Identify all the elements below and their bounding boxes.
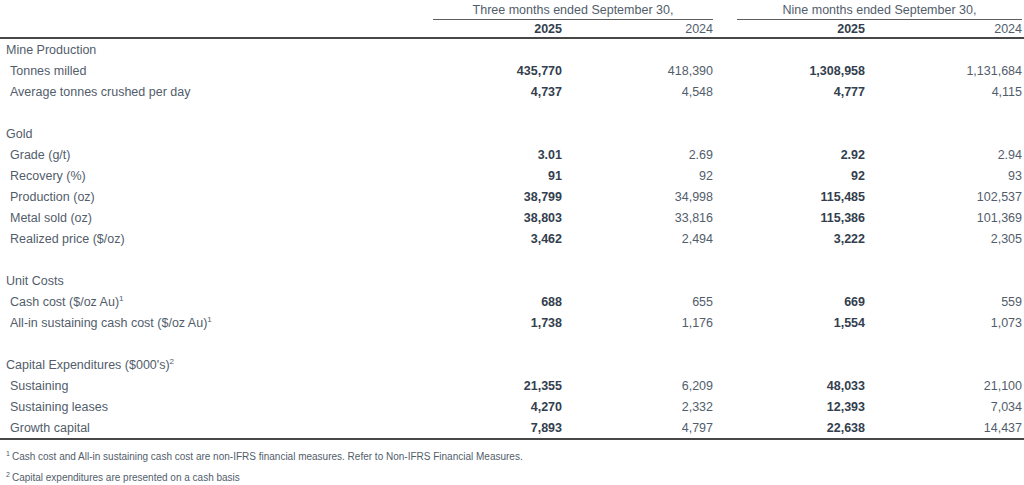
row-label: Metal sold (oz) bbox=[10, 211, 92, 225]
cell-3mo-2024: 4,797 bbox=[562, 421, 713, 435]
table-row-production-oz: Production (oz) 38,799 34,998 115,485 10… bbox=[0, 186, 1024, 207]
section-label: Unit Costs bbox=[6, 274, 64, 288]
cell-9mo-2025: 3,222 bbox=[737, 232, 865, 246]
spacer-row bbox=[0, 249, 1024, 270]
row-label: Average tonnes crushed per day bbox=[10, 85, 190, 99]
cell-9mo-2024: 101,369 bbox=[865, 211, 1022, 225]
cell-3mo-2024: 6,209 bbox=[562, 379, 713, 393]
cell-3mo-2024: 655 bbox=[562, 295, 713, 309]
column-group-header-row: Three months ended September 30, Nine mo… bbox=[0, 3, 1024, 20]
footnote-text: Cash cost and All-in sustaining cash cos… bbox=[12, 451, 523, 462]
cell-3mo-2025: 4,270 bbox=[433, 400, 562, 414]
row-label: Realized price ($/oz) bbox=[10, 232, 125, 246]
table-row-tonnes-milled: Tonnes milled 435,770 418,390 1,308,958 … bbox=[0, 60, 1024, 81]
cell-9mo-2025: 92 bbox=[737, 169, 865, 183]
table-row-recovery: Recovery (%) 91 92 92 93 bbox=[0, 165, 1024, 186]
cell-3mo-2025: 38,799 bbox=[433, 190, 562, 204]
section-row-gold: Gold bbox=[0, 123, 1024, 144]
cell-9mo-2024: 1,073 bbox=[865, 316, 1022, 330]
cell-3mo-2025: 1,738 bbox=[433, 316, 562, 330]
cell-3mo-2024: 2,332 bbox=[562, 400, 713, 414]
cell-9mo-2024: 93 bbox=[865, 169, 1022, 183]
footnotes: 1Cash cost and All-in sustaining cash co… bbox=[0, 440, 1024, 485]
cell-9mo-2024: 21,100 bbox=[865, 379, 1022, 393]
table-row-sustaining: Sustaining 21,355 6,209 48,033 21,100 bbox=[0, 375, 1024, 396]
cell-9mo-2024: 4,115 bbox=[865, 85, 1022, 99]
section-row-capital-expenditures: Capital Expenditures ($000's)2 bbox=[0, 354, 1024, 375]
row-label: Sustaining leases bbox=[10, 400, 108, 414]
section-label: Gold bbox=[6, 127, 32, 141]
table-body: Mine Production Tonnes milled 435,770 41… bbox=[0, 39, 1024, 440]
section-row-mine-production: Mine Production bbox=[0, 39, 1024, 60]
cell-9mo-2025: 115,485 bbox=[737, 190, 865, 204]
year-header-9mo-2025: 2025 bbox=[737, 22, 865, 36]
cell-3mo-2024: 33,816 bbox=[562, 211, 713, 225]
cell-9mo-2025: 2.92 bbox=[737, 148, 865, 162]
table-row-aisc: All-in sustaining cash cost ($/oz Au)1 1… bbox=[0, 312, 1024, 333]
cell-3mo-2024: 1,176 bbox=[562, 316, 713, 330]
cell-9mo-2024: 7,034 bbox=[865, 400, 1022, 414]
cell-9mo-2025: 115,386 bbox=[737, 211, 865, 225]
table-row-sustaining-leases: Sustaining leases 4,270 2,332 12,393 7,0… bbox=[0, 396, 1024, 417]
footnote-2: 2Capital expenditures are presented on a… bbox=[6, 471, 1024, 485]
spacer-row bbox=[0, 333, 1024, 354]
year-header-3mo-2025: 2025 bbox=[433, 22, 562, 36]
year-header-3mo-2024: 2024 bbox=[562, 22, 713, 36]
cell-3mo-2024: 418,390 bbox=[562, 64, 713, 78]
table-row-cash-cost: Cash cost ($/oz Au)1 688 655 669 559 bbox=[0, 291, 1024, 312]
cell-3mo-2025: 688 bbox=[433, 295, 562, 309]
cell-3mo-2024: 4,548 bbox=[562, 85, 713, 99]
row-label: Production (oz) bbox=[10, 190, 95, 204]
production-summary-table: Three months ended September 30, Nine mo… bbox=[0, 0, 1024, 485]
table-row-growth-capital: Growth capital 7,893 4,797 22,638 14,437 bbox=[0, 417, 1024, 438]
cell-9mo-2025: 1,554 bbox=[737, 316, 865, 330]
cell-3mo-2024: 2.69 bbox=[562, 148, 713, 162]
cell-9mo-2025: 48,033 bbox=[737, 379, 865, 393]
cell-9mo-2024: 1,131,684 bbox=[865, 64, 1022, 78]
nine-months-group-header: Nine months ended September 30, bbox=[737, 3, 1022, 20]
cell-9mo-2025: 4,777 bbox=[737, 85, 865, 99]
cell-9mo-2025: 1,308,958 bbox=[737, 64, 865, 78]
three-months-group-header: Three months ended September 30, bbox=[433, 3, 713, 20]
year-header-9mo-2024: 2024 bbox=[865, 22, 1022, 36]
row-label: Tonnes milled bbox=[10, 64, 86, 78]
cell-3mo-2025: 91 bbox=[433, 169, 562, 183]
year-header-row: 2025 2024 2025 2024 bbox=[0, 20, 1024, 39]
cell-9mo-2024: 559 bbox=[865, 295, 1022, 309]
spacer-row bbox=[0, 102, 1024, 123]
cell-9mo-2024: 102,537 bbox=[865, 190, 1022, 204]
row-label: Cash cost ($/oz Au) bbox=[10, 295, 119, 309]
cell-3mo-2025: 4,737 bbox=[433, 85, 562, 99]
cell-9mo-2025: 22,638 bbox=[737, 421, 865, 435]
row-label: Growth capital bbox=[10, 421, 90, 435]
cell-3mo-2024: 34,998 bbox=[562, 190, 713, 204]
cell-3mo-2025: 3,462 bbox=[433, 232, 562, 246]
cell-9mo-2024: 2.94 bbox=[865, 148, 1022, 162]
row-label: Sustaining bbox=[10, 379, 68, 393]
footnote-text: Capital expenditures are presented on a … bbox=[12, 472, 240, 483]
cell-3mo-2025: 7,893 bbox=[433, 421, 562, 435]
section-label: Capital Expenditures ($000's) bbox=[6, 358, 170, 372]
cell-3mo-2025: 3.01 bbox=[433, 148, 562, 162]
cell-9mo-2024: 14,437 bbox=[865, 421, 1022, 435]
cell-9mo-2024: 2,305 bbox=[865, 232, 1022, 246]
table-row-grade: Grade (g/t) 3.01 2.69 2.92 2.94 bbox=[0, 144, 1024, 165]
cell-3mo-2025: 435,770 bbox=[433, 64, 562, 78]
section-label: Mine Production bbox=[6, 43, 96, 57]
row-label: All-in sustaining cash cost ($/oz Au) bbox=[10, 316, 207, 330]
cell-3mo-2025: 21,355 bbox=[433, 379, 562, 393]
table-row-realized-price: Realized price ($/oz) 3,462 2,494 3,222 … bbox=[0, 228, 1024, 249]
row-label: Grade (g/t) bbox=[10, 148, 70, 162]
table-row-avg-tonnes-crushed: Average tonnes crushed per day 4,737 4,5… bbox=[0, 81, 1024, 102]
row-label: Recovery (%) bbox=[10, 169, 86, 183]
cell-9mo-2025: 669 bbox=[737, 295, 865, 309]
section-row-unit-costs: Unit Costs bbox=[0, 270, 1024, 291]
cell-9mo-2025: 12,393 bbox=[737, 400, 865, 414]
footnote-1: 1Cash cost and All-in sustaining cash co… bbox=[6, 450, 1024, 471]
cell-3mo-2024: 2,494 bbox=[562, 232, 713, 246]
cell-3mo-2024: 92 bbox=[562, 169, 713, 183]
table-row-metal-sold: Metal sold (oz) 38,803 33,816 115,386 10… bbox=[0, 207, 1024, 228]
cell-3mo-2025: 38,803 bbox=[433, 211, 562, 225]
